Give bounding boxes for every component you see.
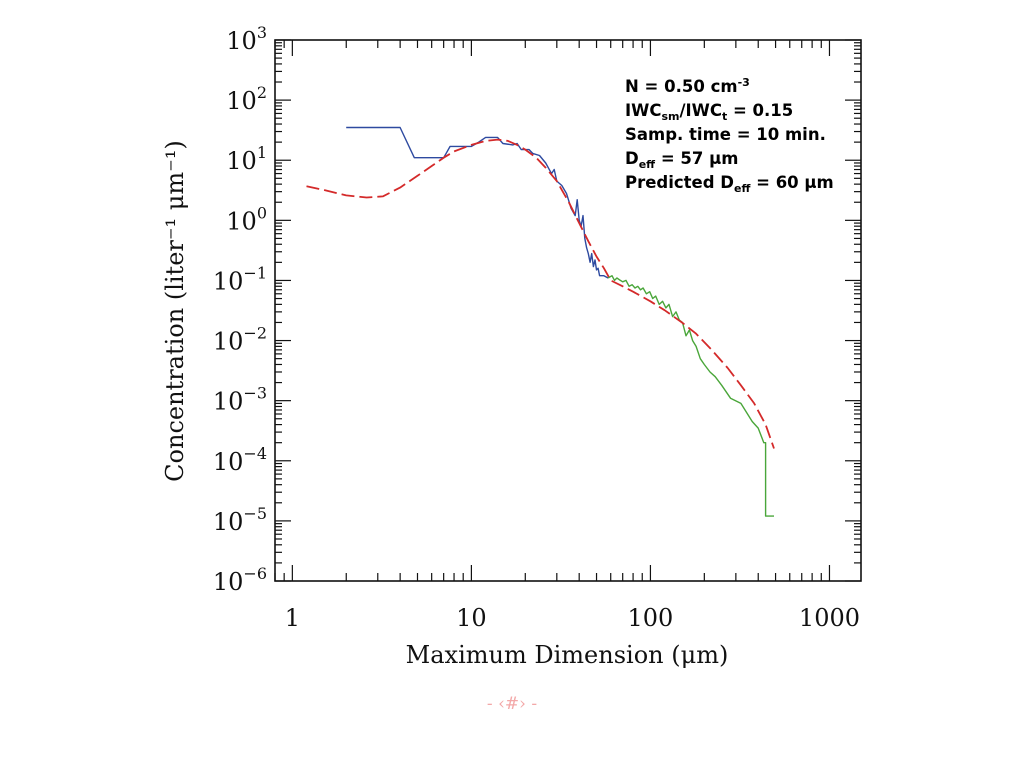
y-axis-label: Concentration (liter⁻¹ μm⁻¹) [161, 140, 189, 482]
y-tick-label: 10−1 [213, 263, 267, 295]
plot-frame [274, 39, 862, 582]
y-tick-label: 103 [226, 23, 267, 55]
annotation-box: N = 0.50 cm-3 IWCsm/IWCt = 0.15 Samp. time… [625, 76, 834, 195]
y-tick-label: 102 [226, 83, 267, 115]
x-tick-label: 1 [285, 604, 300, 632]
axes-layer [274, 39, 862, 582]
annotation-line: Deff = 57 μm [625, 149, 738, 171]
fit-curve-line [306, 138, 775, 449]
x-tick-label: 10 [456, 604, 487, 632]
y-tick-label: 101 [226, 143, 267, 175]
y-tick-label: 10−3 [213, 384, 267, 416]
annotation-line: Samp. time = 10 min. [625, 125, 826, 144]
y-tick-label: 10−6 [213, 564, 267, 596]
x-axis-label: Maximum Dimension (μm) [406, 641, 729, 669]
annotation-line: IWCsm/IWCt = 0.15 [625, 101, 793, 123]
annotation-line: N = 0.50 cm-3 [625, 76, 750, 96]
y-tick-label: 10−2 [213, 324, 267, 356]
measured-series-line-2 [607, 275, 774, 517]
measured-series-line-1 [346, 126, 609, 279]
y-tick-label: 10−4 [213, 444, 267, 476]
series-layer [306, 126, 775, 517]
annotation-line: Predicted Deff = 60 μm [625, 173, 834, 195]
page-number-marker: - ‹#› - [0, 694, 1024, 714]
tick-label-layer: 1 10 100 1000 103 102 101 100 10−1 10−2 10−3 10−4 10… [213, 23, 860, 632]
x-tick-label: 100 [628, 604, 674, 632]
page-number-text: - ‹#› - [486, 694, 538, 714]
y-tick-label: 10−5 [213, 504, 267, 536]
x-tick-label: 1000 [799, 604, 860, 632]
y-tick-label: 100 [226, 203, 267, 235]
